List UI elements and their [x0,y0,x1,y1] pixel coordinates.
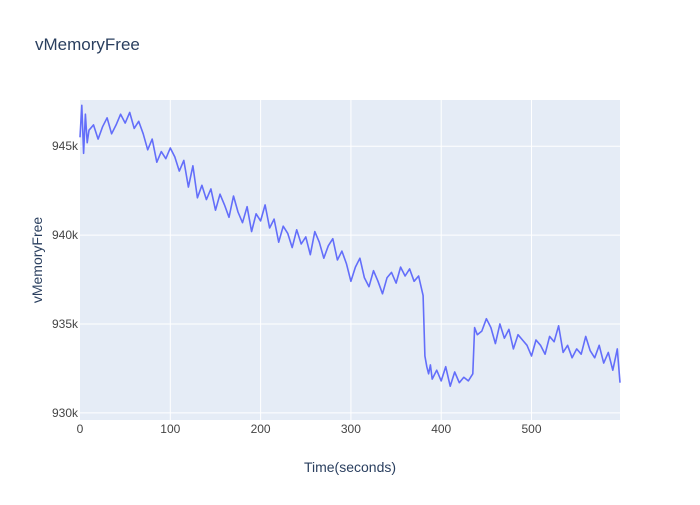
x-tick-label: 400 [431,422,451,436]
tick-labels: 0 100 200 300 400 500 930k 935k 940k 945k [52,139,542,436]
x-tick-label: 100 [160,422,180,436]
y-tick-label: 940k [52,228,79,242]
grid-lines [80,100,620,420]
x-tick-label: 500 [521,422,541,436]
x-axis-title: Time(seconds) [304,459,396,475]
x-tick-label: 300 [341,422,361,436]
y-tick-label: 935k [52,317,79,331]
series-line [79,104,621,388]
x-tick-label: 200 [251,422,271,436]
y-axis-title: vMemoryFree [29,217,45,304]
x-tick-label: 0 [77,422,84,436]
plot-area [80,100,620,420]
chart-title: vMemoryFree [35,35,140,54]
y-tick-label: 945k [52,139,79,153]
y-tick-label: 930k [52,406,79,420]
series-layer [79,104,621,388]
